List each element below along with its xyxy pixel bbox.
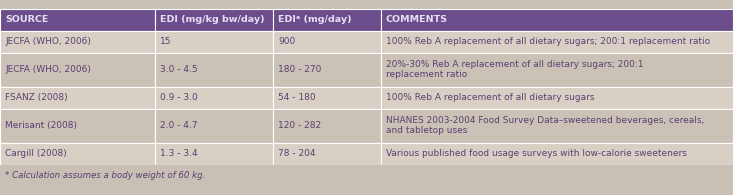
Text: JECFA (WHO, 2006): JECFA (WHO, 2006): [5, 65, 91, 74]
Text: Various published food usage surveys with low-calorie sweeteners: Various published food usage surveys wit…: [386, 149, 687, 158]
Text: SOURCE: SOURCE: [5, 15, 48, 24]
Bar: [0, 165, 733, 195]
Bar: [381, 87, 733, 108]
Bar: [155, 108, 273, 143]
Bar: [273, 52, 381, 87]
Bar: [273, 108, 381, 143]
Text: JECFA (WHO, 2006): JECFA (WHO, 2006): [5, 37, 91, 46]
Bar: [155, 143, 273, 165]
Bar: [155, 87, 273, 108]
Text: 20%-30% Reb A replacement of all dietary sugars; 200:1
replacement ratio: 20%-30% Reb A replacement of all dietary…: [386, 60, 644, 79]
Bar: [273, 143, 381, 165]
Bar: [0, 143, 155, 165]
Text: EDIᵃ (mg/day): EDIᵃ (mg/day): [278, 15, 352, 24]
Bar: [273, 87, 381, 108]
Bar: [0, 30, 155, 52]
Text: 15: 15: [160, 37, 172, 46]
Text: Cargill (2008): Cargill (2008): [5, 149, 67, 158]
Text: 54 - 180: 54 - 180: [278, 93, 316, 102]
Bar: [381, 52, 733, 87]
Text: 2.0 - 4.7: 2.0 - 4.7: [160, 121, 197, 130]
Text: 180 - 270: 180 - 270: [278, 65, 321, 74]
Text: 100% Reb A replacement of all dietary sugars: 100% Reb A replacement of all dietary su…: [386, 93, 594, 102]
Text: * Calculation assumes a body weight of 60 kg.: * Calculation assumes a body weight of 6…: [5, 171, 205, 180]
Bar: [381, 9, 733, 30]
Bar: [155, 9, 273, 30]
Text: EDI (mg/kg bw/day): EDI (mg/kg bw/day): [160, 15, 265, 24]
Bar: [273, 30, 381, 52]
Bar: [381, 108, 733, 143]
Bar: [381, 143, 733, 165]
Bar: [0, 9, 155, 30]
Text: 3.0 - 4.5: 3.0 - 4.5: [160, 65, 198, 74]
Text: 0.9 - 3.0: 0.9 - 3.0: [160, 93, 198, 102]
Text: NHANES 2003-2004 Food Survey Data–sweetened beverages, cereals,
and tabletop use: NHANES 2003-2004 Food Survey Data–sweete…: [386, 116, 704, 135]
Text: 900: 900: [278, 37, 295, 46]
Text: 100% Reb A replacement of all dietary sugars; 200:1 replacement ratio: 100% Reb A replacement of all dietary su…: [386, 37, 710, 46]
Bar: [0, 52, 155, 87]
Text: 78 - 204: 78 - 204: [278, 149, 315, 158]
Bar: [155, 52, 273, 87]
Bar: [0, 87, 155, 108]
Text: 120 - 282: 120 - 282: [278, 121, 321, 130]
Bar: [273, 9, 381, 30]
Text: COMMENTS: COMMENTS: [386, 15, 448, 24]
Bar: [381, 30, 733, 52]
Bar: [155, 30, 273, 52]
Bar: [0, 108, 155, 143]
Text: 1.3 - 3.4: 1.3 - 3.4: [160, 149, 198, 158]
Text: Merisant (2008): Merisant (2008): [5, 121, 77, 130]
Text: FSANZ (2008): FSANZ (2008): [5, 93, 67, 102]
